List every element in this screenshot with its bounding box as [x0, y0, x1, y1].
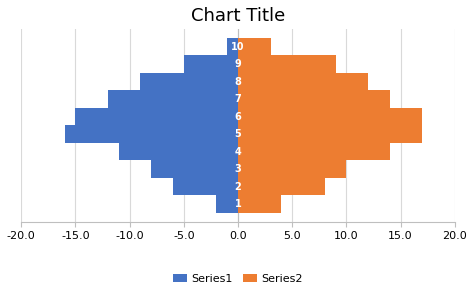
Text: 1: 1 [235, 199, 241, 209]
Bar [227, 38, 238, 55]
Bar [238, 90, 390, 108]
Bar [238, 195, 282, 213]
Bar [184, 55, 238, 73]
Text: 9: 9 [235, 59, 241, 69]
Text: 5: 5 [235, 129, 241, 139]
Text: 4: 4 [235, 147, 241, 156]
Text: 2: 2 [235, 181, 241, 192]
Text: 3: 3 [235, 164, 241, 174]
Bar [119, 143, 238, 160]
Bar [238, 126, 422, 143]
Text: 10: 10 [231, 42, 245, 52]
Bar [238, 38, 271, 55]
Bar [238, 143, 390, 160]
Bar [238, 108, 422, 126]
Title: Chart Title: Chart Title [191, 7, 285, 25]
Bar [108, 90, 238, 108]
Bar [238, 55, 336, 73]
Text: 6: 6 [235, 112, 241, 122]
Bar [238, 160, 346, 178]
Bar [173, 178, 238, 195]
Bar [140, 73, 238, 90]
Bar [64, 126, 238, 143]
Bar [216, 195, 238, 213]
Bar [238, 73, 368, 90]
Text: 7: 7 [235, 94, 241, 104]
Bar [75, 108, 238, 126]
Bar [151, 160, 238, 178]
Bar [238, 178, 325, 195]
Legend: Series1, Series2: Series1, Series2 [169, 269, 307, 284]
Text: 8: 8 [235, 77, 241, 87]
